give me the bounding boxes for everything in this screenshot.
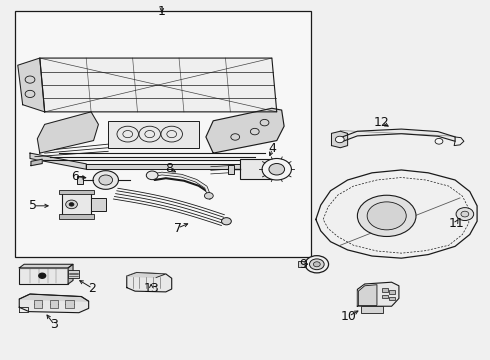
Text: 6: 6 xyxy=(71,170,79,183)
Bar xyxy=(389,291,395,294)
Circle shape xyxy=(93,171,119,189)
Text: 5: 5 xyxy=(29,199,37,212)
Text: 8: 8 xyxy=(165,162,173,175)
Text: 11: 11 xyxy=(448,216,464,230)
Polygon shape xyxy=(127,273,172,292)
Circle shape xyxy=(221,218,231,225)
Circle shape xyxy=(314,262,320,267)
Circle shape xyxy=(310,259,324,270)
Bar xyxy=(108,121,198,148)
Text: 12: 12 xyxy=(374,116,390,129)
Polygon shape xyxy=(37,112,98,153)
Circle shape xyxy=(461,211,469,217)
Bar xyxy=(361,306,383,313)
Ellipse shape xyxy=(367,202,406,230)
Circle shape xyxy=(262,158,292,180)
Polygon shape xyxy=(19,294,89,301)
Bar xyxy=(77,176,83,184)
Polygon shape xyxy=(18,58,45,112)
Circle shape xyxy=(99,175,113,185)
Polygon shape xyxy=(127,273,166,278)
Circle shape xyxy=(69,203,74,206)
Circle shape xyxy=(305,256,329,273)
Bar xyxy=(298,261,306,267)
Polygon shape xyxy=(31,159,42,166)
Polygon shape xyxy=(30,153,86,169)
Circle shape xyxy=(435,138,443,144)
Bar xyxy=(19,268,68,284)
Bar xyxy=(389,297,395,301)
Polygon shape xyxy=(357,282,399,306)
Text: 3: 3 xyxy=(50,318,58,331)
Circle shape xyxy=(269,163,285,175)
Bar xyxy=(382,295,388,298)
Bar xyxy=(34,301,42,309)
Polygon shape xyxy=(358,285,377,306)
Bar xyxy=(65,301,74,309)
Bar xyxy=(240,159,272,179)
Polygon shape xyxy=(19,294,89,313)
Text: 10: 10 xyxy=(341,310,357,323)
Polygon shape xyxy=(40,58,277,112)
Bar xyxy=(382,288,388,292)
Polygon shape xyxy=(68,264,73,284)
Bar xyxy=(59,190,94,194)
Circle shape xyxy=(66,200,77,209)
Circle shape xyxy=(147,171,158,180)
Circle shape xyxy=(335,136,344,143)
Text: 2: 2 xyxy=(89,282,97,295)
Bar xyxy=(62,193,91,215)
Bar xyxy=(59,215,94,219)
Circle shape xyxy=(39,273,46,278)
Bar xyxy=(68,270,79,278)
Bar xyxy=(49,301,58,309)
Polygon shape xyxy=(331,131,347,148)
Bar xyxy=(91,198,106,211)
Circle shape xyxy=(456,208,474,221)
Text: 1: 1 xyxy=(158,5,166,18)
Bar xyxy=(93,171,119,189)
Bar xyxy=(15,12,311,257)
Polygon shape xyxy=(316,170,477,258)
Polygon shape xyxy=(86,164,272,169)
Ellipse shape xyxy=(357,195,416,237)
Bar xyxy=(228,165,234,174)
Polygon shape xyxy=(206,108,284,153)
Text: 9: 9 xyxy=(299,258,307,271)
Circle shape xyxy=(204,193,213,199)
Text: 4: 4 xyxy=(269,142,276,155)
Polygon shape xyxy=(19,264,73,268)
Text: 7: 7 xyxy=(173,221,182,235)
Polygon shape xyxy=(340,129,455,142)
Text: 13: 13 xyxy=(143,282,159,295)
